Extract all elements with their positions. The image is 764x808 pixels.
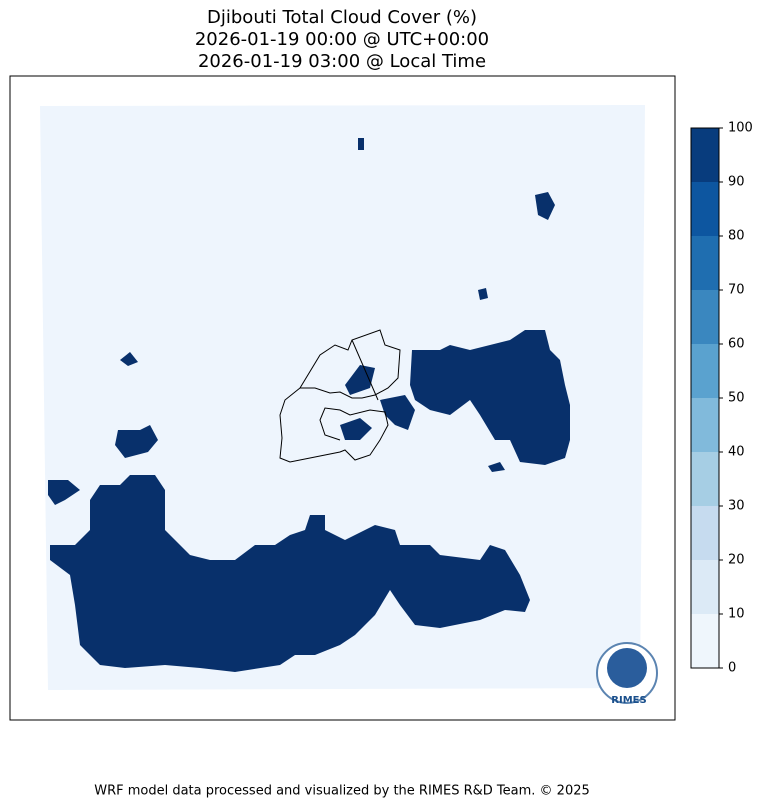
colorbar-band	[691, 398, 719, 452]
colorbar-tick-label: 50	[728, 391, 745, 406]
colorbar-tick-label: 100	[728, 121, 753, 136]
map-background	[40, 105, 645, 690]
colorbar-tick-label: 80	[728, 229, 745, 244]
colorbar-band	[691, 452, 719, 506]
title-line: 2026-01-19 00:00 @ UTC+00:00	[195, 29, 489, 50]
colorbar-band	[691, 506, 719, 560]
borders	[279, 329, 401, 463]
colorbar-tick-label: 20	[728, 553, 745, 568]
map-frame	[9, 75, 676, 721]
title-line: Djibouti Total Cloud Cover (%)	[207, 7, 477, 28]
colorbar-tick-label: 10	[728, 607, 745, 622]
footer: WRF model data processed and visualized …	[94, 784, 590, 799]
colorbar-band	[691, 560, 719, 614]
colorbar-tick-label: 70	[728, 283, 745, 298]
colorbar-tick-label: 0	[728, 661, 736, 676]
cloud-areas	[48, 138, 570, 672]
map	[40, 105, 645, 690]
colorbar-band	[691, 344, 719, 398]
logo-emblem	[607, 648, 647, 688]
colorbar-tick-label: 30	[728, 499, 745, 514]
colorbar-band	[691, 614, 719, 668]
colorbar-tick-label: 40	[728, 445, 745, 460]
colorbar: 0 10 20 30 40 50 60 70 80 90 100	[690, 121, 753, 676]
colorbar-tick-label: 90	[728, 175, 745, 190]
colorbar-tick-label: 60	[728, 337, 745, 352]
colorbar-band	[691, 128, 719, 182]
colorbar-band	[691, 182, 719, 236]
logo: RIMES	[596, 642, 658, 706]
logo-text: RIMES	[611, 695, 646, 706]
colorbar-band	[691, 290, 719, 344]
title-line: 2026-01-19 03:00 @ Local Time	[198, 51, 486, 72]
colorbar-band	[691, 236, 719, 290]
